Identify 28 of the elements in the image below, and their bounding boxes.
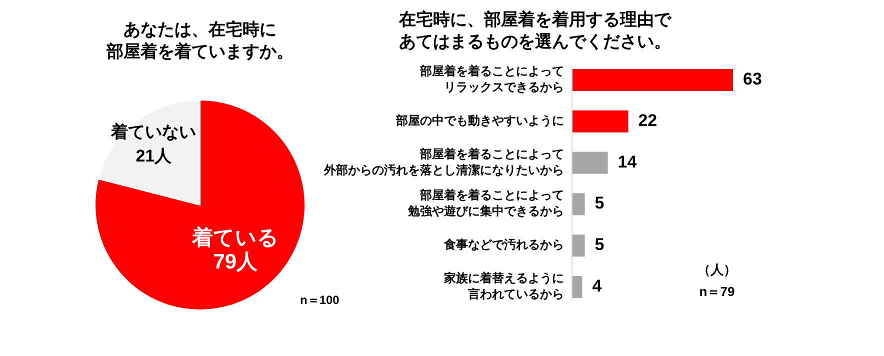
y-tick-label: 部屋着を着ることによってリラックスできるから <box>419 64 564 94</box>
data-label: 22 <box>638 110 658 130</box>
data-label: 79人 <box>213 250 259 274</box>
bar <box>572 152 608 174</box>
data-label: 5 <box>594 235 604 254</box>
data-label: 63 <box>743 69 762 88</box>
y-tick-label: 部屋着を着ることによって外部からの汚れを落とし清潔になりたいから <box>323 146 564 177</box>
bar <box>572 276 582 298</box>
bar <box>572 69 733 91</box>
bar <box>572 193 585 216</box>
bar <box>572 234 585 257</box>
chart-title: あなたは、在宅時に部屋着を着ていますか。 <box>106 20 294 62</box>
y-tick-label: 食事などで汚れるから <box>443 238 564 252</box>
slice-label: 着ている <box>190 225 279 250</box>
chart-title: 在宅時に、部屋着を着用する理由であてはまるものを選んでください。 <box>398 10 672 52</box>
pie-slice <box>94 100 306 310</box>
annotation: n＝79 <box>699 284 735 299</box>
y-tick-label: 部屋着を着ることによって勉強や遊びに集中できるから <box>407 188 564 218</box>
bar <box>572 110 628 132</box>
y-tick-label: 家族に着替えるように言われているから <box>443 271 564 302</box>
data-label: 21人 <box>136 146 173 166</box>
slice-label: 着ていない <box>110 122 196 142</box>
data-label: 5 <box>594 194 604 213</box>
y-tick-label: 部屋の中でも動きやすいように <box>395 114 564 128</box>
text: n＝100 <box>300 293 340 307</box>
data-label: 14 <box>618 152 638 172</box>
annotation: （人） <box>698 262 736 277</box>
data-label: 4 <box>592 276 602 296</box>
